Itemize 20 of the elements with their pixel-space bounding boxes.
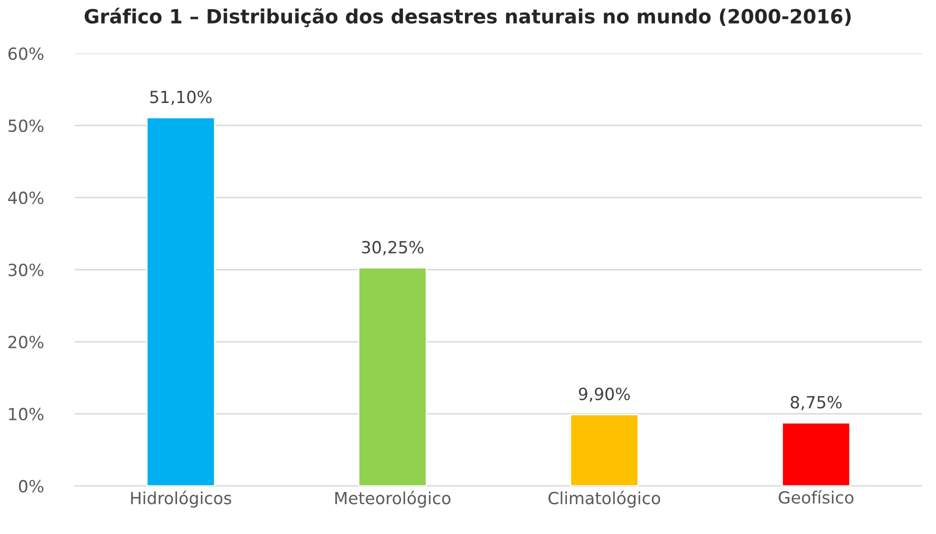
x-tick-label: Geofísico xyxy=(778,490,854,504)
chart-title: Gráfico 1 – Distribuição dos desastres naturais no mundo (2000-2016) xyxy=(84,8,851,28)
y-tick-label: 0% xyxy=(18,480,44,493)
y-tick-label: 10% xyxy=(9,408,44,420)
x-tick-label: Climatológico xyxy=(548,490,660,508)
y-tick-label: 20% xyxy=(8,336,44,348)
y-tick-label: 30% xyxy=(8,264,44,276)
x-tick-label: Meteorológico xyxy=(335,490,450,508)
bar xyxy=(781,422,851,486)
data-label: 8,75% xyxy=(790,396,842,410)
data-label: 9,90% xyxy=(578,388,630,402)
bar xyxy=(146,116,216,486)
bar xyxy=(358,267,428,486)
y-tick-label: 60% xyxy=(8,47,44,60)
y-tick-label: 40% xyxy=(8,192,44,204)
data-label: 51,10% xyxy=(150,90,212,105)
bar xyxy=(570,414,639,486)
x-tick-label: Hidrológicos xyxy=(131,490,232,508)
data-label: 30,25% xyxy=(362,240,424,256)
y-tick-label: 50% xyxy=(8,119,44,132)
